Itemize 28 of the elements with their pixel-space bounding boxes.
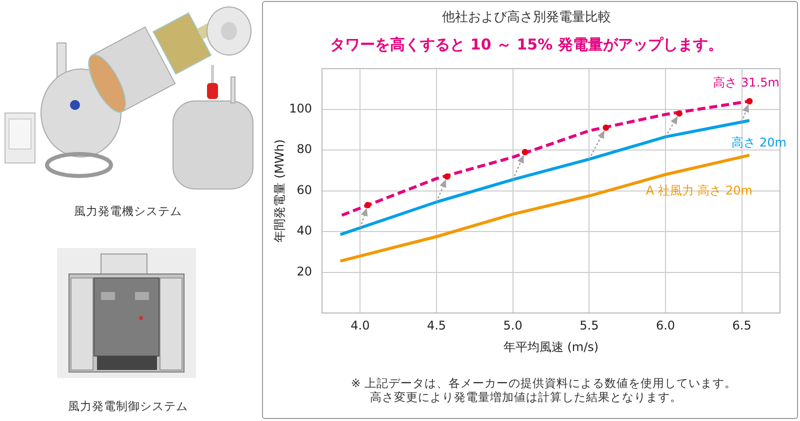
text: ※ 上記データは、各メーカーの提供資料による数値を使用しています。	[351, 376, 736, 390]
point	[522, 148, 528, 156]
x-tick-label: 6.5	[732, 318, 752, 332]
text: 風力発電制御システム	[68, 399, 188, 413]
x-tick-label: 5.5	[580, 318, 599, 332]
x-axis-title: 年平均風速 (m/s)	[503, 340, 599, 354]
point	[602, 124, 610, 131]
y-tick-label: 80	[296, 142, 312, 156]
x-tick-label: 4.5	[426, 318, 446, 332]
chart-subtitle: タワーを高くすると 10 ～ 15% 発電量がアップします。	[330, 35, 723, 54]
y-tick-label: 60	[296, 182, 312, 197]
chart-title: 他社および高さ別発電量比較	[442, 9, 611, 26]
text: 風力発電機システム	[74, 204, 182, 218]
text: 高さ変更により発電量増加値は計算した結果となります。	[370, 390, 682, 404]
y-tick-label: 100	[289, 101, 312, 116]
series-label: 高さ 20m	[732, 136, 786, 150]
point	[364, 202, 371, 208]
x-tick-label: 5.0	[503, 318, 522, 332]
point	[746, 98, 753, 104]
series-label: 高さ 31.5m	[713, 75, 780, 90]
y-tick-label: 40	[296, 224, 312, 238]
y-axis-title: 年間発電量 (MWh)	[272, 139, 286, 242]
y-tick-label: 20	[296, 264, 312, 278]
series-label: A 社風力 高さ 20m	[646, 183, 752, 198]
point	[676, 110, 682, 117]
x-tick-label: 6.0	[656, 318, 676, 332]
point	[444, 173, 450, 180]
x-tick-label: 4.0	[350, 318, 370, 332]
